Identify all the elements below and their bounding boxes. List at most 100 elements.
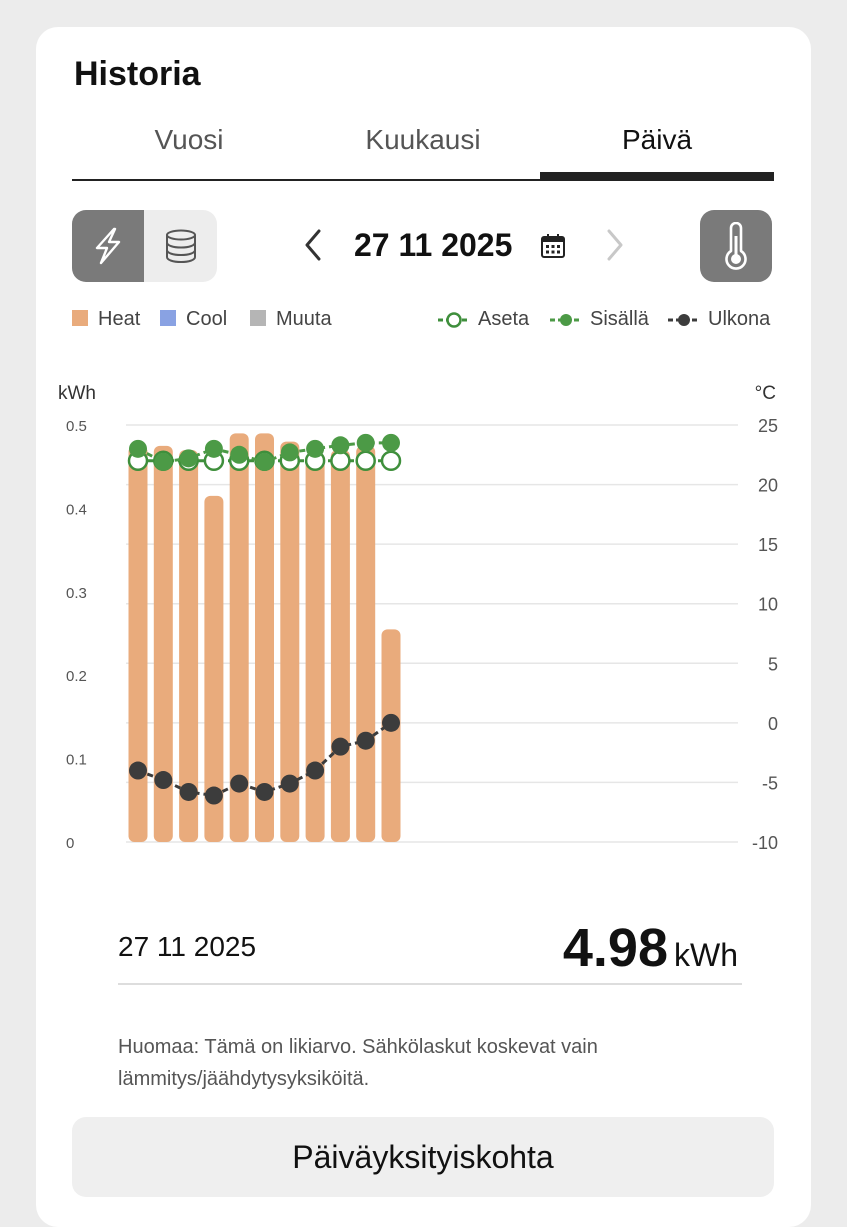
outdoor-point	[129, 761, 147, 780]
summary-value: 4.98	[562, 918, 668, 978]
outdoor-point	[230, 774, 249, 793]
heat-bar	[280, 441, 300, 842]
x-tick-label: 20	[632, 864, 656, 867]
left-tick-label: 0.4	[66, 501, 87, 518]
day-detail-button[interactable]: Päiväyksityiskohta	[72, 1117, 774, 1197]
heat-bar	[179, 450, 199, 842]
thermometer-icon	[725, 222, 747, 270]
period-tabs: Vuosi Kuukausi Päivä	[72, 119, 774, 183]
outdoor-point	[280, 774, 299, 793]
x-tick-label: 4	[233, 864, 245, 867]
right-tick-label: 15	[758, 535, 778, 555]
left-tick-label: 0	[66, 835, 74, 852]
database-icon	[166, 229, 196, 264]
right-tick-label: 0	[768, 714, 778, 734]
summary-date: 27 11 2025	[118, 931, 257, 962]
summary-total: 4.98 kWh	[563, 917, 738, 979]
left-tick-label: 0.5	[66, 418, 87, 435]
right-tick-label: 5	[768, 654, 778, 674]
date-navigator: 27 11 2025	[294, 217, 634, 273]
x-tick-label: 8	[334, 864, 346, 867]
right-axis-label: °C	[755, 383, 776, 404]
indoor-point	[306, 439, 325, 458]
legend-heat: Heat	[72, 307, 140, 337]
chevron-right-icon	[607, 229, 623, 261]
indoor-point	[255, 452, 274, 471]
next-day-button[interactable]	[600, 221, 630, 269]
heat-bar	[255, 433, 274, 842]
indoor-point	[356, 433, 375, 452]
chart-legend: Heat Cool Muuta Aseta Sisällä Ulkona	[72, 307, 778, 337]
chevron-left-icon	[305, 229, 321, 261]
x-tick-label: 12	[429, 864, 453, 867]
legend-setpoint-label: Aseta	[478, 308, 530, 330]
selected-date[interactable]: 27 11 2025	[354, 227, 513, 263]
energy-temperature-chart: kWh °C -10 -5 0 5 10 15 20 25 0 0.1 0.2 0.3 0.4 0.5 0 2 4 6…	[58, 383, 778, 867]
indoor-point	[230, 445, 249, 464]
x-tick-label: 22	[682, 864, 706, 867]
right-tick-label: 10	[758, 595, 778, 615]
legend-other-label: Muuta	[276, 308, 332, 330]
lightning-icon	[95, 227, 121, 265]
indoor-point	[331, 436, 350, 455]
x-tick-label: 14	[480, 864, 504, 867]
indoor-point	[154, 452, 173, 471]
right-tick-label: -5	[762, 773, 778, 793]
calendar-button[interactable]	[540, 233, 566, 264]
heat-bar	[229, 433, 249, 842]
heat-bar	[381, 629, 401, 842]
legend-indoor: Sisällä	[550, 307, 649, 337]
setpoint-point	[355, 450, 376, 471]
x-tick-label: 2	[182, 864, 194, 867]
active-tab-indicator	[540, 172, 774, 181]
heat-bar	[128, 445, 148, 842]
history-card: Historia Vuosi Kuukausi Päivä	[36, 27, 811, 1227]
left-tick-label: 0.2	[66, 668, 87, 685]
left-tick-label: 0.1	[66, 752, 87, 769]
calendar-icon	[541, 234, 565, 258]
setpoint-point	[380, 450, 402, 471]
energy-mode-button[interactable]	[72, 210, 144, 282]
outdoor-point	[179, 782, 198, 801]
indoor-point	[382, 433, 400, 452]
daily-summary: 27 11 2025 4.98 kWh	[118, 917, 742, 985]
prev-day-button[interactable]	[298, 221, 328, 269]
legend-cool-label: Cool	[186, 308, 228, 330]
indoor-point	[280, 443, 299, 462]
tab-day[interactable]: Päivä	[621, 124, 693, 155]
indoor-point	[179, 449, 198, 468]
heat-bar	[330, 450, 350, 842]
tab-year[interactable]: Vuosi	[154, 124, 224, 155]
mode-toggle	[72, 210, 217, 282]
x-tick-label: 18	[581, 864, 605, 867]
outdoor-point	[331, 737, 350, 756]
heat-bar	[356, 445, 376, 842]
legend-outdoor: Ulkona	[668, 307, 770, 337]
legend-outdoor-label: Ulkona	[708, 308, 771, 330]
legend-setpoint: Aseta	[438, 307, 529, 337]
tab-month[interactable]: Kuukausi	[365, 124, 481, 155]
heat-bar	[305, 454, 325, 842]
tabs-divider	[72, 179, 774, 181]
legend-heat-label: Heat	[98, 308, 141, 330]
temperature-toggle-button[interactable]	[700, 210, 772, 282]
left-axis-label: kWh	[58, 383, 96, 404]
disclaimer-note: Huomaa: Tämä on likiarvo. Sähkölaskut ko…	[118, 1036, 598, 1090]
x-tick-label: 0	[132, 864, 144, 867]
outdoor-point	[306, 761, 325, 780]
indoor-point	[204, 439, 223, 458]
summary-unit: kWh	[674, 937, 738, 973]
setpoint-point	[330, 450, 351, 471]
heat-bar	[204, 495, 224, 842]
x-tick-label: 6	[284, 864, 296, 867]
right-tick-label: 25	[758, 416, 778, 436]
outdoor-point	[204, 786, 223, 805]
legend-indoor-label: Sisällä	[590, 308, 649, 330]
outdoor-point	[382, 713, 400, 732]
storage-mode-button[interactable]	[145, 210, 217, 282]
heat-bar	[153, 445, 173, 842]
outdoor-point	[154, 771, 173, 790]
legend-other: Muuta	[250, 307, 332, 337]
legend-cool: Cool	[160, 307, 227, 337]
right-tick-label: -10	[752, 833, 778, 853]
